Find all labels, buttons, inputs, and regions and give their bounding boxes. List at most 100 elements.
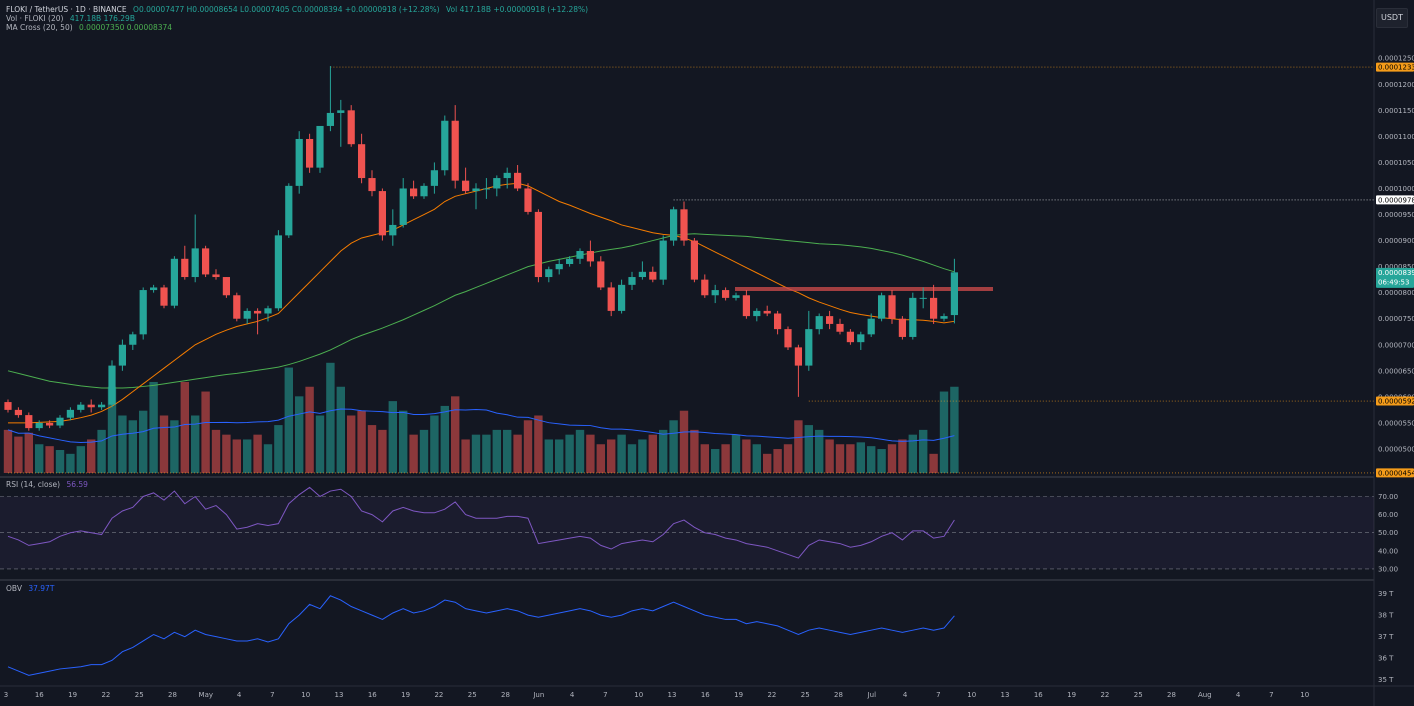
candle-body	[826, 316, 834, 324]
ma50-line	[7, 233, 955, 389]
candle-body	[337, 110, 345, 113]
volume-bar	[347, 415, 356, 473]
volume-bar	[877, 449, 886, 473]
volume-bar	[128, 420, 137, 473]
time-axis-label: 25	[468, 691, 477, 699]
candle-body	[857, 334, 865, 343]
rsi-axis-label: 60.00	[1378, 511, 1398, 519]
time-axis-label: 25	[135, 691, 144, 699]
obv-axis-label: 39 T	[1378, 590, 1394, 598]
candle-body	[295, 138, 303, 186]
time-axis-label: 25	[1134, 691, 1143, 699]
time-axis-label: 7	[936, 691, 940, 699]
time-axis-label: 13	[1001, 691, 1010, 699]
candle-body	[160, 287, 168, 306]
candle-body	[358, 144, 366, 179]
obv-axis-label: 37 T	[1378, 633, 1394, 641]
volume-bar	[180, 381, 189, 473]
volume-bar	[763, 453, 772, 473]
volume-bar	[513, 434, 522, 473]
volume-bar	[222, 434, 231, 473]
volume-bar	[700, 444, 709, 473]
candle-body	[930, 297, 938, 319]
rsi-axis-label: 70.00	[1378, 493, 1398, 501]
pair-label: FLOKI / TetherUS · 1D · BINANCE	[6, 5, 127, 14]
price-axis-label: 0.0001150	[1378, 107, 1414, 115]
candle-body	[597, 261, 605, 288]
volume-bar	[711, 449, 720, 473]
rsi-label: RSI (14, close)	[6, 480, 61, 489]
rsi-axis-label: 40.00	[1378, 547, 1398, 555]
main-legend: FLOKI / TetherUS · 1D · BINANCE O0.00007…	[6, 5, 592, 14]
volume-bar	[690, 429, 699, 473]
candle-body	[4, 402, 12, 410]
candle-body	[243, 310, 251, 319]
time-axis-label: 4	[903, 691, 908, 699]
time-axis-label: May	[199, 691, 213, 699]
candle-body	[586, 250, 594, 262]
candle-body	[285, 185, 293, 236]
candle-body	[919, 297, 927, 299]
volume-bar	[898, 439, 907, 473]
volume-bar	[409, 434, 418, 473]
candle-body	[659, 240, 667, 280]
volume-bar	[211, 429, 221, 473]
volume-bar	[835, 444, 845, 473]
volume-bar	[482, 434, 491, 473]
volume-bar	[430, 415, 439, 473]
volume-bar	[336, 386, 345, 473]
candle-body	[150, 287, 158, 291]
volume-bar	[596, 444, 605, 473]
price-axis-label: 0.0001100	[1378, 133, 1414, 141]
price-axis-label: 0.0000900	[1378, 237, 1414, 245]
price-axis-label: 0.0000500	[1378, 445, 1414, 453]
time-axis-label: 16	[368, 691, 377, 699]
volume-bar	[586, 434, 595, 473]
candle-body	[763, 310, 771, 314]
volume-bar	[659, 429, 668, 473]
volume-bar	[97, 429, 106, 473]
candle-body	[805, 329, 813, 366]
currency-button[interactable]: USDT	[1376, 8, 1408, 28]
candle-body	[576, 250, 584, 259]
candle-body	[888, 295, 896, 319]
volume-bar	[440, 405, 449, 473]
time-axis-label: 28	[1167, 691, 1176, 699]
volume-bar	[191, 415, 200, 473]
candle-body	[274, 235, 282, 309]
time-axis-label: 19	[734, 691, 743, 699]
candle-body	[493, 178, 501, 189]
candle-body	[753, 310, 761, 317]
volume-bar	[76, 446, 85, 473]
volume-bar	[243, 439, 252, 473]
candle-body	[524, 188, 532, 212]
time-axis-label: 22	[1100, 691, 1109, 699]
candle-body	[451, 120, 459, 181]
candle-body	[108, 365, 116, 405]
candle-body	[25, 415, 33, 429]
candle-body	[722, 290, 730, 298]
volume-bar	[378, 429, 387, 473]
obv-axis-label: 35 T	[1378, 676, 1394, 684]
time-axis-label: 7	[1269, 691, 1273, 699]
rsi-line	[7, 486, 955, 559]
volume-bar	[159, 415, 169, 473]
candle-body	[836, 323, 844, 332]
time-axis-label: 19	[68, 691, 77, 699]
volume-bar	[544, 439, 553, 473]
candle-body	[87, 404, 95, 408]
volume-bar	[399, 410, 408, 473]
volume-bar	[357, 410, 366, 473]
volume-bar	[451, 396, 460, 473]
time-axis-label: 7	[603, 691, 607, 699]
candle-body	[66, 409, 74, 418]
candle-body	[139, 290, 147, 335]
volume-bar	[939, 391, 949, 473]
candle-body	[181, 258, 189, 278]
candle-body	[940, 316, 948, 319]
obv-axis-label: 38 T	[1378, 612, 1394, 620]
time-axis-label: 28	[834, 691, 843, 699]
candle-body	[545, 269, 553, 278]
candle-body	[35, 422, 43, 429]
